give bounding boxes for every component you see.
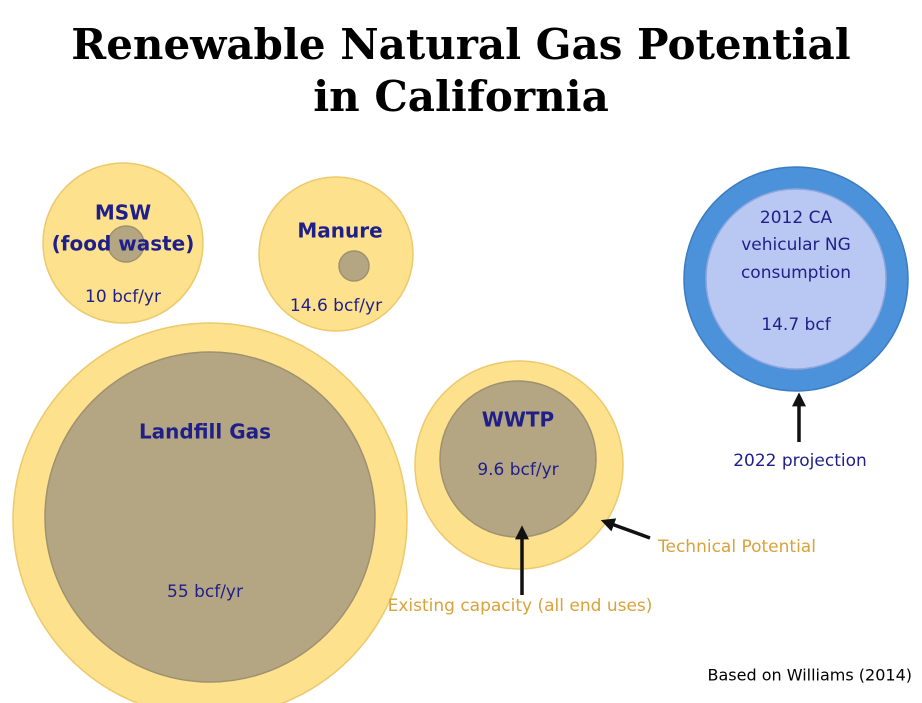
- bubble-inner: [107, 225, 145, 263]
- bubble-outer: [258, 176, 414, 332]
- arrow: [600, 518, 651, 540]
- title: Renewable Natural Gas Potential: [71, 20, 850, 69]
- bubble-inner: [439, 380, 597, 538]
- annotation: 2022 projection: [733, 451, 867, 471]
- bubble-label: WWTP: [482, 408, 554, 432]
- bubble-amount: 9.6 bcf/yr: [477, 460, 558, 480]
- bubble-label: Manure: [297, 219, 382, 243]
- consumption-circle: [705, 188, 887, 370]
- bubble-amount: 14.6 bcf/yr: [290, 296, 382, 316]
- bubble-label: Landfill Gas: [139, 420, 271, 444]
- consumption-label: 2012 CA: [760, 208, 833, 228]
- bubble-amount: 10 bcf/yr: [85, 287, 161, 307]
- bubble-inner: [338, 250, 370, 282]
- bubble-amount: 55 bcf/yr: [167, 582, 243, 602]
- source: Based on Williams (2014): [708, 666, 912, 685]
- bubble-inner: [44, 351, 376, 683]
- bubble-label: MSW: [95, 201, 151, 225]
- consumption-label: vehicular NG: [741, 235, 851, 255]
- consumption-label: consumption: [741, 263, 851, 283]
- bubble-label: (food waste): [52, 232, 195, 256]
- title: in California: [313, 72, 609, 121]
- annotation: Existing capacity (all end uses): [388, 596, 653, 616]
- consumption-amount: 14.7 bcf: [761, 315, 831, 335]
- annotation: Technical Potential: [657, 537, 816, 557]
